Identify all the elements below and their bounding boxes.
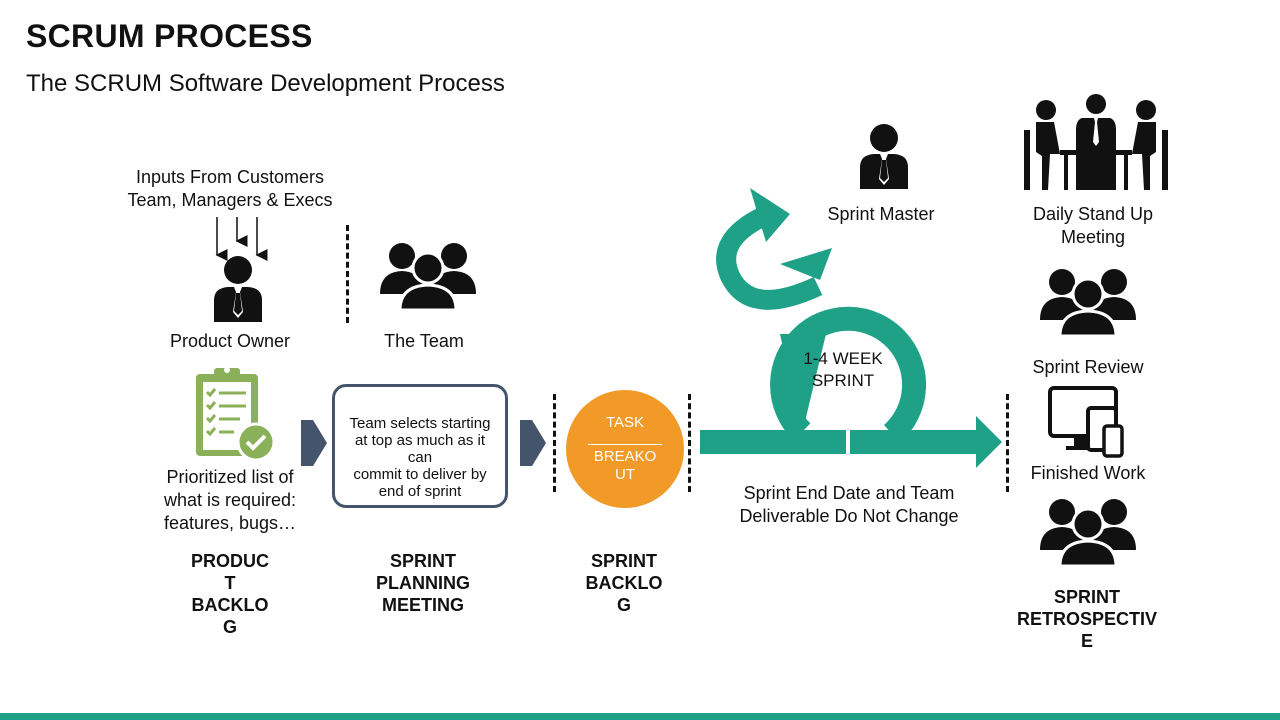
task-breakout-circle: TASK BREAKO UT	[566, 390, 684, 508]
sprint-cycle-label: 1-4 WEEK SPRINT	[803, 349, 883, 390]
team-label: The Team	[384, 331, 464, 351]
daily-standup-label: Daily Stand Up Meeting	[1032, 204, 1154, 247]
sprint-master-icon	[860, 124, 908, 189]
product-owner-icon	[214, 256, 262, 322]
stage-product-backlog: PRODUC T BACKLO G	[190, 551, 269, 637]
planning-box-text: Team selects starting at top as much as …	[349, 415, 491, 500]
input-arrows	[215, 217, 268, 261]
bottom-accent-bar	[0, 713, 1280, 720]
chevron-right-icon	[520, 420, 546, 466]
finished-work-label: Finished Work	[1030, 463, 1146, 483]
prioritized-list-text: Prioritized list of what is required: fe…	[163, 467, 297, 533]
page-title: SCRUM PROCESS	[26, 18, 313, 54]
review-team-icon	[1040, 269, 1136, 338]
divider-1	[346, 225, 349, 323]
chevron-right-icon	[301, 420, 327, 466]
clipboard-checklist-icon	[196, 367, 276, 462]
sprint-cycle-arrow	[700, 188, 1002, 468]
divider-4	[1006, 394, 1009, 492]
stage-sprint-planning: SPRINT PLANNING MEETING	[376, 551, 470, 615]
meeting-icon	[1024, 94, 1168, 190]
stage-sprint-retrospective: SPRINT RETROSPECTIV E	[1016, 587, 1158, 651]
divider-2	[553, 394, 556, 492]
planning-box: Team selects starting at top as much as …	[332, 384, 508, 508]
sprint-note: Sprint End Date and Team Deliverable Do …	[739, 483, 959, 526]
task-divider	[588, 444, 662, 445]
breakout-label: BREAKO UT	[593, 448, 657, 483]
devices-icon	[1048, 386, 1124, 458]
stage-sprint-backlog: SPRINT BACKLO G	[585, 551, 663, 615]
sprint-review-label: Sprint Review	[1032, 357, 1144, 377]
page-subtitle: The SCRUM Software Development Process	[26, 70, 505, 97]
sprint-master-label: Sprint Master	[827, 204, 935, 224]
team-icon	[380, 243, 476, 312]
task-label: TASK	[605, 414, 645, 431]
inputs-label: Inputs From Customers Team, Managers & E…	[127, 167, 333, 210]
product-owner-label: Product Owner	[169, 331, 291, 351]
retrospective-team-icon	[1040, 499, 1136, 568]
divider-3	[688, 394, 691, 492]
